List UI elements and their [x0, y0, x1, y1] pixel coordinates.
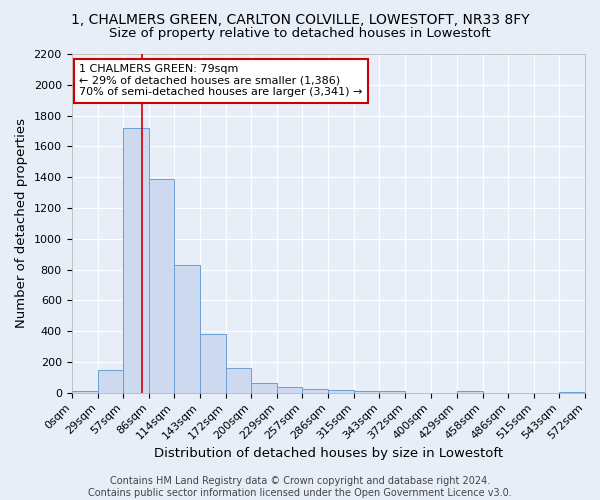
Text: 1, CHALMERS GREEN, CARLTON COLVILLE, LOWESTOFT, NR33 8FY: 1, CHALMERS GREEN, CARLTON COLVILLE, LOW… — [71, 12, 529, 26]
Bar — [98, 370, 122, 392]
Text: 1 CHALMERS GREEN: 79sqm
← 29% of detached houses are smaller (1,386)
70% of semi: 1 CHALMERS GREEN: 79sqm ← 29% of detache… — [79, 64, 362, 98]
Bar — [149, 178, 174, 392]
Bar — [457, 391, 482, 392]
Bar — [226, 368, 251, 392]
Bar — [200, 334, 226, 392]
Bar — [354, 391, 379, 392]
X-axis label: Distribution of detached houses by size in Lowestoft: Distribution of detached houses by size … — [154, 447, 503, 460]
Text: Contains HM Land Registry data © Crown copyright and database right 2024.
Contai: Contains HM Land Registry data © Crown c… — [88, 476, 512, 498]
Bar — [174, 265, 200, 392]
Bar — [251, 382, 277, 392]
Bar — [71, 391, 98, 392]
Bar — [277, 388, 302, 392]
Y-axis label: Number of detached properties: Number of detached properties — [15, 118, 28, 328]
Text: Size of property relative to detached houses in Lowestoft: Size of property relative to detached ho… — [109, 28, 491, 40]
Bar — [328, 390, 354, 392]
Bar — [302, 389, 328, 392]
Bar — [122, 128, 149, 392]
Bar — [379, 391, 406, 392]
